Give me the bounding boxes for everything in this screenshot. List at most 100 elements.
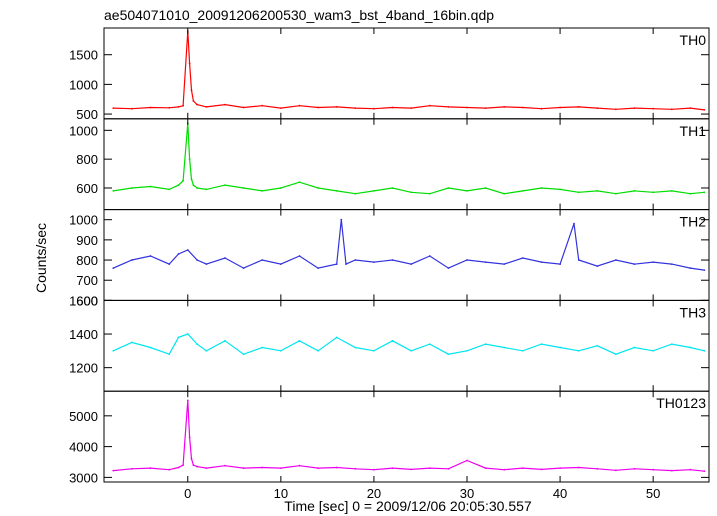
data-point-th0123 xyxy=(577,466,580,469)
data-point-th1 xyxy=(670,190,673,192)
data-point-th0 xyxy=(466,106,468,109)
data-point-th2 xyxy=(298,255,301,257)
data-point-th0123 xyxy=(633,467,636,470)
data-point-th2 xyxy=(177,253,180,255)
data-point-th0123 xyxy=(177,466,180,469)
data-point-th0 xyxy=(428,104,431,107)
data-point-th3 xyxy=(577,349,580,352)
data-point-th0123 xyxy=(190,458,193,460)
data-point-th3 xyxy=(615,353,617,356)
data-point-th0 xyxy=(373,107,375,110)
data-point-th3 xyxy=(484,343,487,345)
data-point-th3 xyxy=(261,346,264,349)
data-point-th2 xyxy=(596,265,599,267)
data-point-th0 xyxy=(190,89,193,92)
data-point-th3 xyxy=(224,339,226,342)
data-point-th0 xyxy=(577,106,580,108)
data-point-th3 xyxy=(335,336,338,339)
data-point-th0123 xyxy=(559,467,561,469)
data-point-th1 xyxy=(196,187,199,189)
panel-label-th3: TH3 xyxy=(680,304,707,320)
data-point-th0 xyxy=(192,100,195,102)
panel-frame-th0123 xyxy=(103,390,710,483)
data-point-th0 xyxy=(182,104,185,107)
data-point-th1 xyxy=(205,188,208,191)
data-point-th1 xyxy=(192,184,195,187)
data-point-th0 xyxy=(224,103,226,106)
data-point-th1 xyxy=(503,192,506,195)
data-point-th1 xyxy=(447,187,450,189)
data-point-th0 xyxy=(615,108,617,111)
data-point-th2 xyxy=(373,261,375,263)
data-point-th0 xyxy=(503,106,506,108)
data-point-th0123 xyxy=(192,464,195,466)
data-point-th3 xyxy=(391,339,394,342)
y-tick-label: 1200 xyxy=(69,361,98,376)
data-point-th0123 xyxy=(689,468,692,471)
data-point-th3 xyxy=(131,341,133,344)
y-tick-label: 1400 xyxy=(69,327,98,342)
data-point-th0 xyxy=(177,106,180,108)
data-point-th2 xyxy=(149,255,152,257)
data-point-th3 xyxy=(168,353,171,356)
data-point-th1 xyxy=(190,178,193,181)
y-tick-label: 1000 xyxy=(69,213,98,228)
data-point-th3 xyxy=(112,349,115,352)
panel-label-th0: TH0 xyxy=(680,32,707,48)
x-tick-label: 30 xyxy=(460,486,474,501)
x-tick-label: 50 xyxy=(646,486,660,501)
data-point-th2 xyxy=(261,259,264,261)
data-point-th1 xyxy=(224,184,226,187)
data-point-th2 xyxy=(540,261,543,263)
data-point-th0 xyxy=(168,106,171,109)
data-point-th2 xyxy=(484,261,487,263)
data-point-th0123 xyxy=(317,467,319,469)
data-point-th1 xyxy=(428,192,431,195)
data-point-th3 xyxy=(447,353,450,356)
data-point-th0123 xyxy=(168,468,171,471)
data-point-th1 xyxy=(131,187,133,189)
data-point-th0 xyxy=(354,107,357,109)
data-point-th3 xyxy=(298,339,301,342)
data-point-th3 xyxy=(149,346,152,349)
data-point-th0 xyxy=(149,106,152,109)
data-point-th2 xyxy=(466,259,468,261)
x-tick-label: 0 xyxy=(184,486,191,501)
data-point-th1 xyxy=(298,181,301,184)
panels-group: TH050010001500TH16008001000TH26007008009… xyxy=(69,27,710,501)
data-point-th0 xyxy=(410,107,413,109)
data-point-th3 xyxy=(373,349,375,352)
data-point-th3 xyxy=(503,346,506,349)
y-tick-label: 700 xyxy=(76,273,98,288)
data-point-th1 xyxy=(633,190,636,192)
data-point-th2 xyxy=(615,259,617,261)
data-point-th2 xyxy=(573,222,575,225)
data-point-th0123 xyxy=(261,466,264,469)
data-point-th0 xyxy=(205,106,208,108)
data-point-th0 xyxy=(112,107,115,109)
data-point-th2 xyxy=(689,267,692,269)
panel-label-th2: TH2 xyxy=(680,214,707,230)
panel-frame-th1 xyxy=(103,118,710,211)
data-point-th0123 xyxy=(521,467,524,469)
data-point-th3 xyxy=(652,349,655,352)
data-point-th2 xyxy=(503,263,506,265)
data-point-th0123 xyxy=(373,468,375,471)
data-point-th0123 xyxy=(596,467,599,470)
data-point-th2 xyxy=(577,259,580,261)
data-point-th0 xyxy=(521,106,524,109)
panel-label-th1: TH1 xyxy=(680,123,707,139)
data-point-th0123 xyxy=(335,466,338,469)
data-point-th3 xyxy=(410,349,413,352)
data-point-th3 xyxy=(177,336,180,339)
data-point-th0123 xyxy=(224,464,226,467)
data-point-th0123 xyxy=(703,470,706,473)
data-point-th0123 xyxy=(196,465,199,468)
y-tick-label: 900 xyxy=(76,233,98,248)
data-point-th3 xyxy=(689,346,692,349)
x-tick-label: 10 xyxy=(274,486,288,501)
data-point-th1 xyxy=(703,191,706,194)
y-axis-label: Counts/sec xyxy=(33,223,49,293)
data-point-th0 xyxy=(317,106,319,109)
panel-frame-th2 xyxy=(103,209,710,301)
